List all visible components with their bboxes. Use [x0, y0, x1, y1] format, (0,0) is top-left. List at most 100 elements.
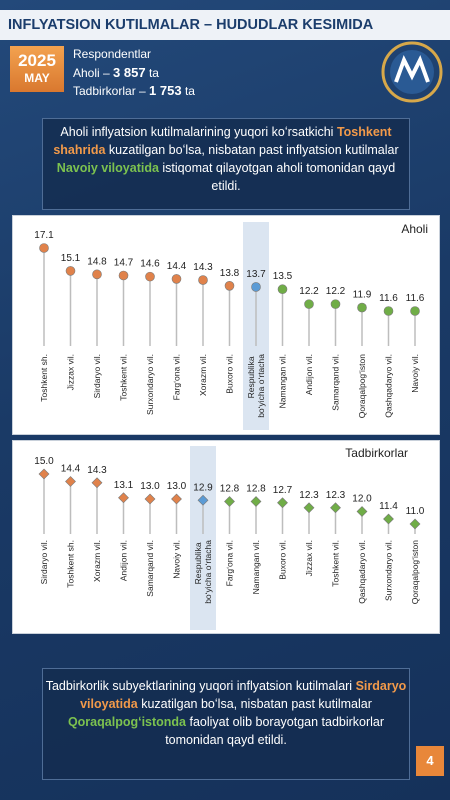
label: Tadbirkorlar – [73, 84, 146, 98]
value-label: 11.6 [406, 293, 425, 304]
value-label: 15.0 [34, 456, 54, 467]
category-label: Navoiy vil. [172, 540, 182, 579]
value-label: 13.0 [140, 481, 160, 492]
category-label: Namangan vil. [251, 540, 261, 594]
marker [224, 496, 235, 507]
header-bar [0, 10, 450, 40]
value-label: 14.3 [193, 262, 213, 273]
unit: ta [184, 84, 195, 98]
category-label: Samarqand vil. [331, 354, 341, 411]
category-label: Andijon vil. [304, 354, 314, 395]
category-label: Buxoro vil. [225, 354, 235, 394]
value-label: 14.8 [87, 256, 107, 267]
label: Aholi – [73, 66, 110, 80]
category-label: Navoiy vil. [410, 354, 420, 393]
category-label: Toshkent sh. [66, 540, 76, 588]
marker [277, 497, 288, 509]
value-label: 17.1 [34, 230, 54, 241]
marker [303, 502, 315, 514]
category-label: Namangan vil. [278, 354, 288, 408]
marker [118, 270, 129, 281]
category-label: Jizzax vil. [304, 540, 314, 576]
value-label: 13.1 [114, 480, 134, 491]
marker [304, 299, 314, 309]
highlight: Qoraqalpogʻistonda [67, 715, 187, 729]
marker [356, 506, 368, 517]
value-label: 14.3 [87, 465, 107, 476]
marker [383, 513, 394, 525]
outro-text: Tadbirkorlik subyektlarining yuqori infl… [42, 668, 410, 780]
category-label: Qoraqalpogʻiston [357, 354, 367, 419]
text: kuzatilgan boʻlsa, nisbatan past kutilma… [137, 697, 372, 711]
category-label: Samarqand vil. [145, 540, 155, 597]
category-label: Buxoro vil. [278, 540, 288, 580]
marker [65, 476, 76, 487]
chart-panel [12, 215, 440, 435]
highlight: Navoiy viloyatida [56, 161, 159, 175]
aholi-count: Aholi – 3 857 ta [73, 65, 159, 80]
category-label: Qashqadaryo vil. [357, 540, 367, 604]
category-label: Sirdaryo vil. [39, 540, 49, 584]
highlight: Sirdaryo viloyatida [80, 679, 407, 711]
tadbirkor-count: Tadbirkorlar – 1 753 ta [73, 83, 195, 98]
category-label: Respublika boʻyicha oʻrtacha [246, 354, 266, 418]
text: Aholi inflyatsion kutilmalarining yuqori… [60, 125, 337, 139]
unit: ta [148, 66, 159, 80]
page-number: 4 [416, 746, 444, 776]
category-label: Toshkent sh. [39, 354, 49, 402]
value-label: 15.1 [61, 253, 81, 264]
respondents: Respondentlar [73, 47, 152, 61]
value-label: 14.4 [167, 261, 187, 272]
value-label: 12.2 [326, 286, 346, 297]
value-label: 13.0 [167, 481, 187, 492]
date-badge: 2025 MAY [10, 46, 64, 92]
marker [224, 280, 235, 291]
value-label: 14.7 [114, 257, 134, 268]
category-label: Surxondaryo vil. [145, 354, 155, 415]
value-label: 12.8 [220, 484, 240, 495]
category-label: Qashqadaryo vil. [384, 354, 394, 418]
value-label: 11.9 [353, 290, 372, 301]
number: 3 857 [113, 65, 146, 80]
marker [65, 266, 76, 276]
category-label: Toshkent vil. [119, 354, 129, 401]
value-label: 12.8 [246, 484, 266, 495]
marker [251, 282, 261, 292]
category-label: Fargʻona vil. [225, 540, 235, 586]
logo [381, 41, 443, 103]
value-label: 13.8 [220, 268, 240, 279]
value-label: 11.4 [379, 501, 398, 512]
category-label: Qoraqalpogʻiston [410, 540, 420, 605]
marker [410, 306, 420, 316]
category-label: Andijon vil. [119, 540, 129, 581]
marker [330, 502, 341, 514]
marker [145, 271, 155, 282]
value-label: 12.2 [299, 286, 319, 297]
marker [250, 496, 262, 507]
marker [198, 275, 208, 285]
marker [197, 494, 209, 506]
marker [383, 306, 394, 316]
category-label: Respublika boʻyicha oʻrtacha [193, 540, 213, 604]
title: INFLYATSION KUTILMALAR – HUDUDLAR KESIMI… [8, 17, 374, 33]
intro-text: Aholi inflyatsion kutilmalarining yuqori… [42, 118, 410, 210]
category-label: Jizzax vil. [66, 354, 76, 390]
highlight: Toshkent shahrida [53, 125, 392, 157]
value-label: 11.0 [406, 506, 425, 517]
marker [91, 477, 103, 489]
text: Tadbirkorlik subyektlarining yuqori infl… [45, 679, 356, 693]
marker [277, 284, 288, 295]
text: istiqomat qilayotgan aholi tomonidan qay… [158, 161, 396, 193]
marker [171, 493, 182, 505]
year: 2025 [18, 51, 56, 70]
value-label: 12.0 [352, 494, 372, 505]
category-label: Surxondaryo vil. [384, 540, 394, 601]
value-label: 14.4 [61, 464, 81, 475]
chart-panel [12, 440, 440, 634]
category-label: Toshkent vil. [331, 540, 341, 587]
value-label: 12.9 [193, 482, 213, 493]
marker [118, 492, 129, 504]
category-label: Fargʻona vil. [172, 354, 182, 400]
value-label: 13.7 [246, 269, 266, 280]
number: 1 753 [149, 83, 182, 98]
